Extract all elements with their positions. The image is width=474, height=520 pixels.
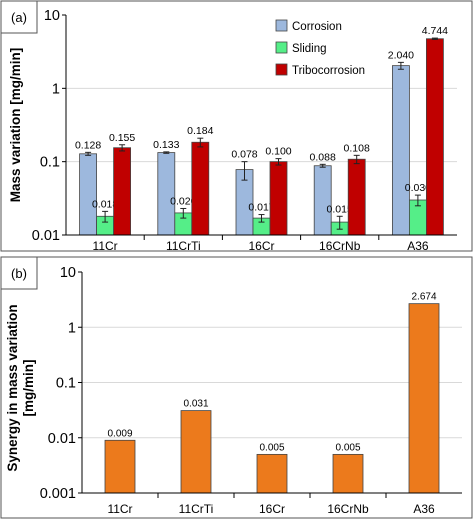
panel-a-y-tick-label: 1 [52,81,60,97]
legend: Corrosion Sliding Tribocorrosion [275,19,365,77]
panel-b: (b) Synergy in mass variation [mg/min] 0… [0,256,473,519]
legend-swatch-corrosion [275,19,288,32]
panel-b-y-tick-label: 0.001 [40,486,76,502]
panel-a-y-tick-label: 0.01 [32,228,60,244]
panel-a-category-label-a36: A36 [407,239,429,253]
panel-a-bar-tribocorrosion-16cr [269,161,288,236]
panel-a-data-label-corrosion-11cr: 0.128 [75,139,101,151]
panel-b-category-label-11cr: 11Cr [107,502,132,516]
panel-a-bar-corrosion-16crnb [313,165,332,236]
panel-a-bar-tribocorrosion-16crnb [347,158,366,236]
panel-b-data-label-synergy-11crti: 0.031 [183,399,208,410]
panel-b-y-tick-label: 0.1 [56,376,76,392]
panel-a-bar-corrosion-11crti [157,152,176,236]
panel-b-bars: 0.009 0.031 0.005 0.005 2.674 [104,292,440,494]
panel-a-bars: 0.128 0.018 0.155 0.133 0.020 0.184 0.078 0.017… [75,25,448,236]
panel-a-label: (a) [11,10,27,25]
panel-b-data-label-synergy-16cr: 0.005 [259,442,284,453]
panel-b-gridlines [82,326,462,439]
panel-b-bar-synergy-16cr [256,453,288,494]
panel-a-data-label-corrosion-a36: 2.040 [388,49,414,61]
legend-swatch-tribocorrosion [275,63,288,76]
panel-b-category-label-16crnb: 16CrNb [327,502,369,516]
panel-b-label: (b) [11,266,27,281]
panel-a-data-label-sliding-16cr: 0.017 [248,202,274,214]
panel-b-label-box [0,256,38,290]
panel-a-data-label-corrosion-11crti: 0.133 [153,139,179,151]
panel-a-data-label-tribocorrosion-11crti: 0.184 [187,125,213,137]
panel-b-frame [0,256,473,519]
panel-a-data-label-sliding-a36: 0.030 [405,182,431,194]
panel-a-data-label-corrosion-16crnb: 0.088 [310,151,336,163]
panel-a-category-label-16cr: 16Cr [248,239,274,253]
panel-b-category-label-11crti: 11CrTi [179,502,214,516]
panel-b-data-label-synergy-a36: 2.674 [411,292,436,303]
panel-b-axes: 0.001 0.01 0.1 1 10 11Cr 11CrTi 16Cr 16CrNb A36 [40,265,462,516]
panel-b-data-label-synergy-16crnb: 0.005 [335,442,360,453]
panel-a-axes: 0.01 0.1 1 10 11Cr 11CrTi 16Cr 16CrNb A36 [32,8,457,253]
panel-a-data-label-tribocorrosion-16cr: 0.100 [265,146,291,158]
panel-a-data-label-sliding-11cr: 0.018 [92,198,118,210]
panel-b-bar-synergy-11cr [104,439,136,494]
panel-b-y-axis-title-line1: Synergy in mass variation [5,304,20,471]
panel-a-data-label-tribocorrosion-16crnb: 0.108 [344,142,370,154]
panel-b-category-label-16cr: 16Cr [259,502,285,516]
panel-a-category-label-16crnb: 16CrNb [319,239,361,253]
legend-swatch-sliding [275,41,288,54]
panel-a-y-tick-label: 10 [44,8,60,24]
panel-a: (a) Mass variation [mg/min] 0.1280.0180.… [0,0,473,253]
panel-b-bar-synergy-a36 [408,303,440,494]
panel-b-bar-synergy-16crnb [332,453,364,494]
legend-label-corrosion: Corrosion [292,21,342,33]
panel-b-y-tick-label: 10 [60,265,76,281]
legend-label-sliding: Sliding [292,43,327,55]
panel-b-y-tick-label: 0.01 [48,431,76,447]
panel-a-y-axis-title: Mass variation [mg/min] [8,48,23,203]
panel-a-bar-tribocorrosion-a36 [425,38,444,236]
panel-b-bar-synergy-11crti [180,410,212,494]
panel-a-label-box [0,0,38,34]
panel-a-category-label-11cr: 11Cr [93,239,118,253]
panel-a-bar-tribocorrosion-11cr [113,147,131,236]
panel-a-gridlines [66,87,457,163]
panel-a-data-label-sliding-16crnb: 0.015 [327,203,353,215]
panel-a-data-label-sliding-11crti: 0.020 [170,195,196,207]
panel-b-y-tick-label: 1 [68,320,76,336]
panel-a-data-label-tribocorrosion-a36: 4.744 [422,25,448,37]
panel-b-data-label-synergy-11cr: 0.009 [107,428,132,439]
panel-a-data-label-corrosion-16cr: 0.078 [231,149,257,161]
panel-b-y-axis-title-line2: [mg/min] [21,360,36,417]
panel-a-bar-corrosion-11cr [79,153,97,236]
panel-a-y-tick-label: 0.1 [40,155,60,171]
panel-a-bar-corrosion-a36 [391,65,410,236]
panel-a-bar-tribocorrosion-11crti [191,141,210,236]
legend-label-tribocorrosion: Tribocorrosion [292,65,365,77]
panel-a-data-label-tribocorrosion-11cr: 0.155 [109,132,135,144]
panel-a-category-label-11crti: 11CrTi [166,239,201,253]
panel-b-category-label-a36: A36 [413,502,435,516]
